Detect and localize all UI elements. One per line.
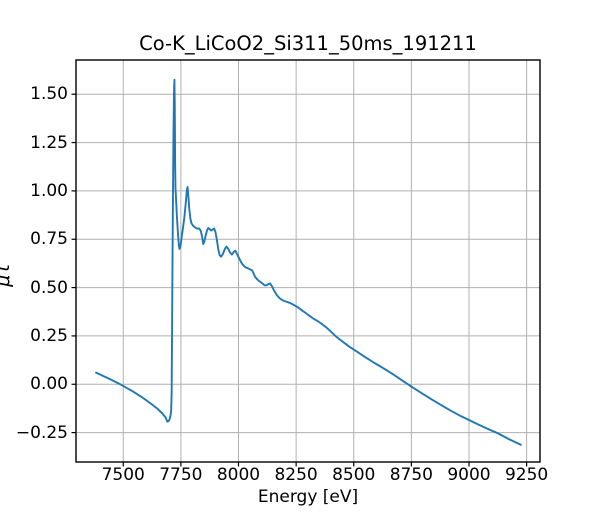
x-tick-label: 9000 bbox=[447, 465, 491, 485]
x-tick-label: 9250 bbox=[504, 465, 549, 485]
x-tick-label: 8500 bbox=[332, 465, 376, 485]
x-axis-label: Energy [eV] bbox=[257, 487, 359, 507]
chart-title: Co-K_LiCoO2_Si311_50ms_191211 bbox=[139, 32, 477, 55]
y-tick-label: 1.50 bbox=[30, 84, 68, 105]
y-tick-label: 0.25 bbox=[30, 325, 68, 346]
y-tick-label: 1.00 bbox=[30, 180, 68, 201]
x-tick-label: 7500 bbox=[101, 465, 145, 485]
y-tick-label: 0.75 bbox=[30, 229, 68, 250]
y-tick-label: 0.00 bbox=[30, 374, 68, 395]
x-tick-label: 7750 bbox=[159, 465, 203, 485]
axes-spines bbox=[75, 59, 541, 463]
spectrum-line bbox=[95, 78, 522, 446]
y-tick-label: −0.25 bbox=[15, 422, 68, 443]
y-tick-label: 1.25 bbox=[30, 132, 68, 153]
x-tick-label: 8250 bbox=[274, 465, 318, 485]
x-tick-label: 8750 bbox=[389, 465, 433, 485]
x-tick-label: 8000 bbox=[216, 465, 261, 485]
y-tick-label: 0.50 bbox=[30, 277, 68, 298]
